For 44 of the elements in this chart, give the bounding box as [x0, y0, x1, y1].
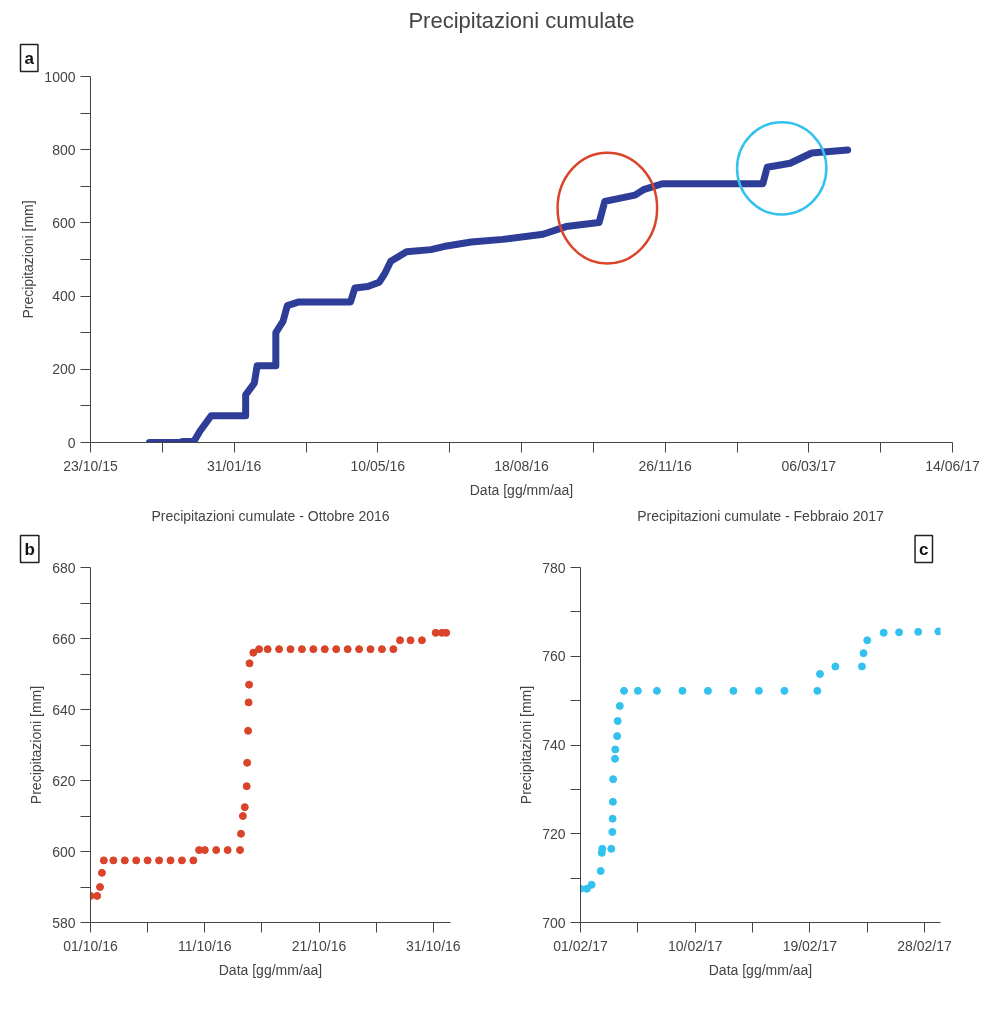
y-tick-label: 640	[52, 701, 76, 718]
x-tick-label: 01/02/17	[553, 937, 608, 954]
x-axis-title: Data [gg/mm/aa]	[218, 961, 323, 978]
x-tick-label: 11/10/16	[178, 937, 232, 954]
y-tick-label: 1000	[44, 68, 76, 85]
y-tick-label: 700	[542, 914, 566, 931]
x-tick-label: 26/11/16	[638, 457, 693, 474]
x-tick-label: 31/10/16	[406, 937, 461, 954]
y-axis-title: Precipitazioni [mm]	[28, 685, 45, 805]
y-tick-label: 720	[542, 825, 566, 842]
y-tick-label: 600	[52, 843, 76, 860]
y-tick-label: 400	[52, 288, 76, 305]
y-tick-label: 620	[52, 772, 76, 789]
x-tick-label: 19/02/17	[782, 937, 838, 954]
y-tick-label: 0	[67, 434, 76, 451]
chart-title: Precipitazioni cumulate - Ottobre 2016	[151, 507, 390, 524]
y-tick-label: 660	[52, 630, 76, 647]
x-tick-label: 18/08/16	[494, 457, 549, 474]
chart-title: Precipitazioni cumulate	[408, 7, 635, 33]
x-tick-label: 01/10/16	[63, 937, 118, 954]
text: b	[24, 539, 35, 559]
y-tick-label: 580	[52, 914, 76, 931]
y-tick-label: 680	[52, 559, 76, 576]
x-axis-title: Data [gg/mm/aa]	[469, 481, 574, 498]
x-axis-title: Data [gg/mm/aa]	[708, 961, 813, 978]
y-tick-label: 600	[52, 214, 76, 231]
x-tick-label: 28/02/17	[897, 937, 953, 954]
x-tick-label: 06/03/17	[781, 457, 837, 474]
text: a	[24, 48, 35, 68]
y-tick-label: 780	[542, 559, 566, 576]
chart-title: Precipitazioni cumulate - Febbraio 2017	[637, 507, 885, 524]
y-tick-label: 800	[52, 141, 76, 158]
y-tick-label: 740	[542, 737, 566, 753]
y-axis-title: Precipitazioni [mm]	[20, 200, 37, 319]
y-tick-label: 760	[542, 648, 566, 665]
y-axis-title: Precipitazioni [mm]	[518, 685, 535, 805]
x-tick-label: 21/10/16	[291, 937, 347, 954]
x-tick-label: 31/01/16	[206, 457, 262, 474]
x-tick-label: 10/05/16	[350, 457, 406, 474]
x-tick-label: 10/02/17	[667, 937, 723, 954]
x-tick-label: 14/06/17	[925, 457, 980, 474]
text: c	[919, 539, 929, 559]
y-tick-label: 200	[52, 361, 76, 378]
x-tick-label: 23/10/15	[63, 457, 118, 474]
